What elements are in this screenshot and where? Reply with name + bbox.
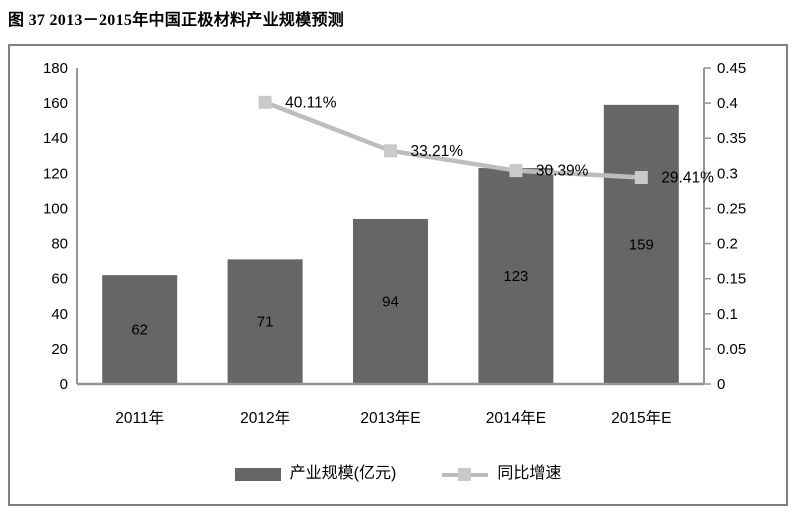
left-axis-tick-label: 120 [43, 165, 68, 182]
bar-value-label: 94 [382, 293, 399, 310]
x-axis-category-label: 2011年 [115, 409, 164, 427]
legend-item-industry-scale: 产业规模(亿元) [234, 465, 397, 482]
right-axis-tick-label: 0.2 [717, 236, 738, 253]
legend-label-growth-rate: 同比增速 [497, 465, 562, 482]
right-axis-tick-label: 0.4 [717, 95, 738, 112]
bar-value-label: 123 [503, 268, 528, 285]
line-data-label: 33.21% [411, 143, 464, 160]
legend: 产业规模(亿元) 同比增速 [10, 463, 786, 485]
bar-value-label: 71 [257, 314, 274, 331]
bar [478, 168, 554, 384]
x-axis-category-label: 2015年E [611, 409, 671, 427]
x-axis-category-label: 2013年E [360, 409, 420, 427]
right-axis-tick-label: 0 [717, 376, 725, 393]
chart-frame: 180 160 140 120 100 80 60 40 20 0 0.45 0.4 0.35 0.3 0.… [8, 44, 788, 506]
legend-label-industry-scale: 产业规模(亿元) [289, 465, 397, 482]
growth-line [264, 100, 642, 180]
bar-value-label: 62 [131, 322, 148, 339]
x-axis-category-label: 2014年E [486, 409, 546, 427]
right-axis-tick-label: 0.25 [717, 200, 746, 217]
figure-title: 图 37 2013－2015年中国正极材料产业规模预测 [8, 12, 345, 29]
bar [102, 275, 178, 384]
line-marker [384, 144, 397, 158]
line-series-swatch [442, 467, 489, 481]
left-axis-tick-label: 160 [43, 95, 68, 112]
bar [603, 104, 679, 384]
line-data-label: 30.39% [536, 163, 589, 180]
right-axis-tick-label: 0.35 [717, 130, 746, 147]
legend-item-growth-rate: 同比增速 [442, 466, 561, 482]
left-axis-tick-label: 60 [51, 271, 68, 288]
right-axis-tick-label: 0.05 [717, 341, 746, 358]
chart-canvas: 180 160 140 120 100 80 60 40 20 0 0.45 0.4 0.35 0.3 0.… [43, 60, 746, 427]
left-axis-tick-label: 140 [43, 130, 68, 147]
left-axis-tick-label: 100 [43, 200, 68, 217]
line-data-label: 29.41% [661, 169, 714, 186]
bar [227, 259, 303, 384]
right-axis-tick-label: 0.15 [717, 271, 746, 288]
line-swatch-marker [458, 467, 472, 481]
x-axis-category-label: 2012年 [240, 409, 290, 427]
bar-series-swatch [234, 467, 281, 481]
line-data-label: 40.11% [285, 94, 337, 111]
line-marker [509, 164, 523, 178]
left-axis-tick-label: 20 [51, 341, 68, 358]
left-axis-tick-label: 80 [51, 236, 68, 253]
left-axis-tick-label: 0 [60, 376, 68, 393]
left-axis-tick-label: 40 [51, 306, 68, 323]
right-axis-tick-label: 0.1 [717, 306, 738, 323]
left-axis-tick-label: 180 [43, 60, 68, 77]
right-axis-tick-label: 0.45 [717, 60, 746, 77]
line-marker [258, 95, 272, 109]
bar-value-label: 159 [629, 236, 654, 253]
right-axis-tick-label: 0.3 [717, 165, 738, 182]
bar [353, 218, 428, 384]
line-marker [634, 170, 648, 184]
